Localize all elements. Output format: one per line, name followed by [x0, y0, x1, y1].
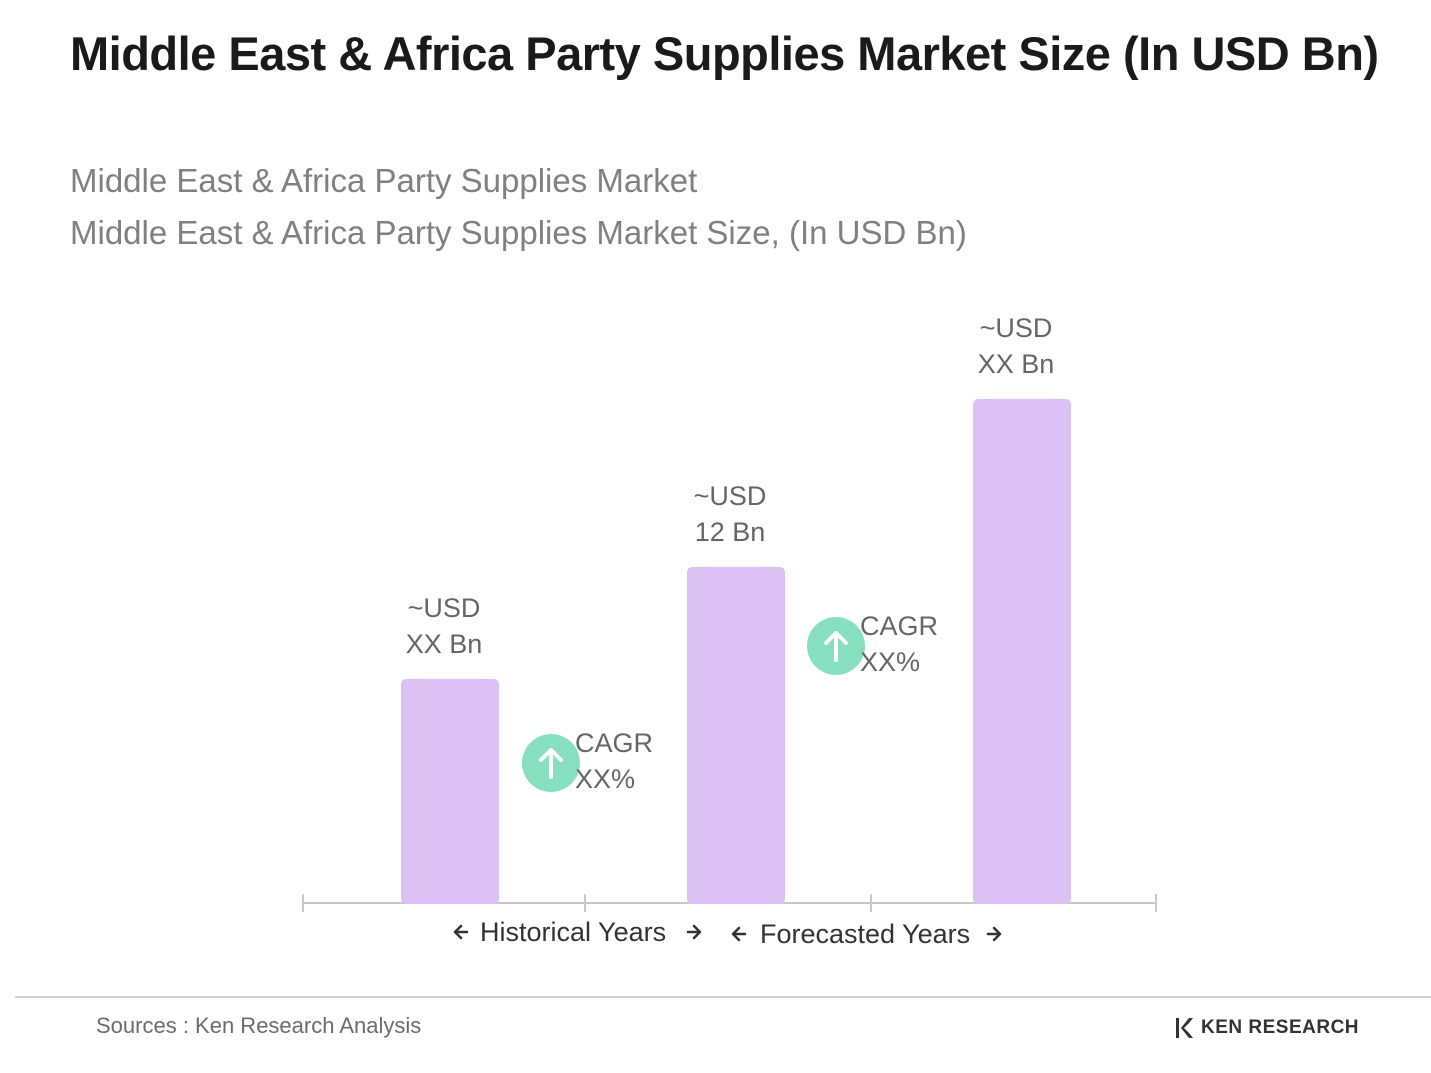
bar-value-label-1-line2: XX Bn: [406, 629, 483, 659]
cagr-label-2: CAGR: [860, 611, 938, 641]
page-title: Middle East & Africa Party Supplies Mark…: [70, 27, 1379, 80]
chart-subtitle: Middle East & Africa Party Supplies Mark…: [70, 162, 698, 199]
bar-value-label-2-line1: ~USD: [694, 481, 767, 511]
bar-value-label-1-line1: ~USD: [408, 593, 481, 623]
bar-value-label-2-line2: 12 Bn: [695, 517, 766, 547]
brand: KEN RESEARCH: [1175, 1015, 1359, 1041]
chart-subtitle-size: Middle East & Africa Party Supplies Mark…: [70, 214, 967, 251]
cagr-value-1: XX%: [575, 764, 635, 794]
source-note: Sources : Ken Research Analysis: [96, 1013, 422, 1038]
left-arrow-icon-1: [453, 924, 469, 940]
bar-value-label-3-line1: ~USD: [980, 313, 1053, 343]
brand-name: KEN RESEARCH: [1201, 1017, 1360, 1038]
cagr-arrow-glyph-2: [824, 631, 848, 662]
bar-3: [973, 399, 1071, 904]
right-arrow-icon-2: [986, 926, 1002, 942]
right-arrow-icon-1: [686, 924, 702, 940]
cagr-value-2: XX%: [860, 647, 920, 677]
footer-divider: [15, 996, 1431, 998]
ken-research-logo-icon: [1176, 1018, 1193, 1038]
bar-2: [687, 567, 785, 904]
cagr-label-1: CAGR: [575, 728, 653, 758]
cagr-arrow-glyph-1: [539, 748, 563, 779]
left-arrow-icon-2: [731, 926, 747, 942]
bar-chart: ~USD XX Bn ~USD 12 Bn ~USD XX Bn CAGR XX% CAGR XX…: [302, 313, 1157, 949]
period-label-1: Historical Years: [480, 917, 666, 947]
bar-1: [401, 679, 499, 904]
bar-value-label-3-line2: XX Bn: [978, 349, 1055, 379]
period-label-2: Forecasted Years: [760, 919, 970, 949]
